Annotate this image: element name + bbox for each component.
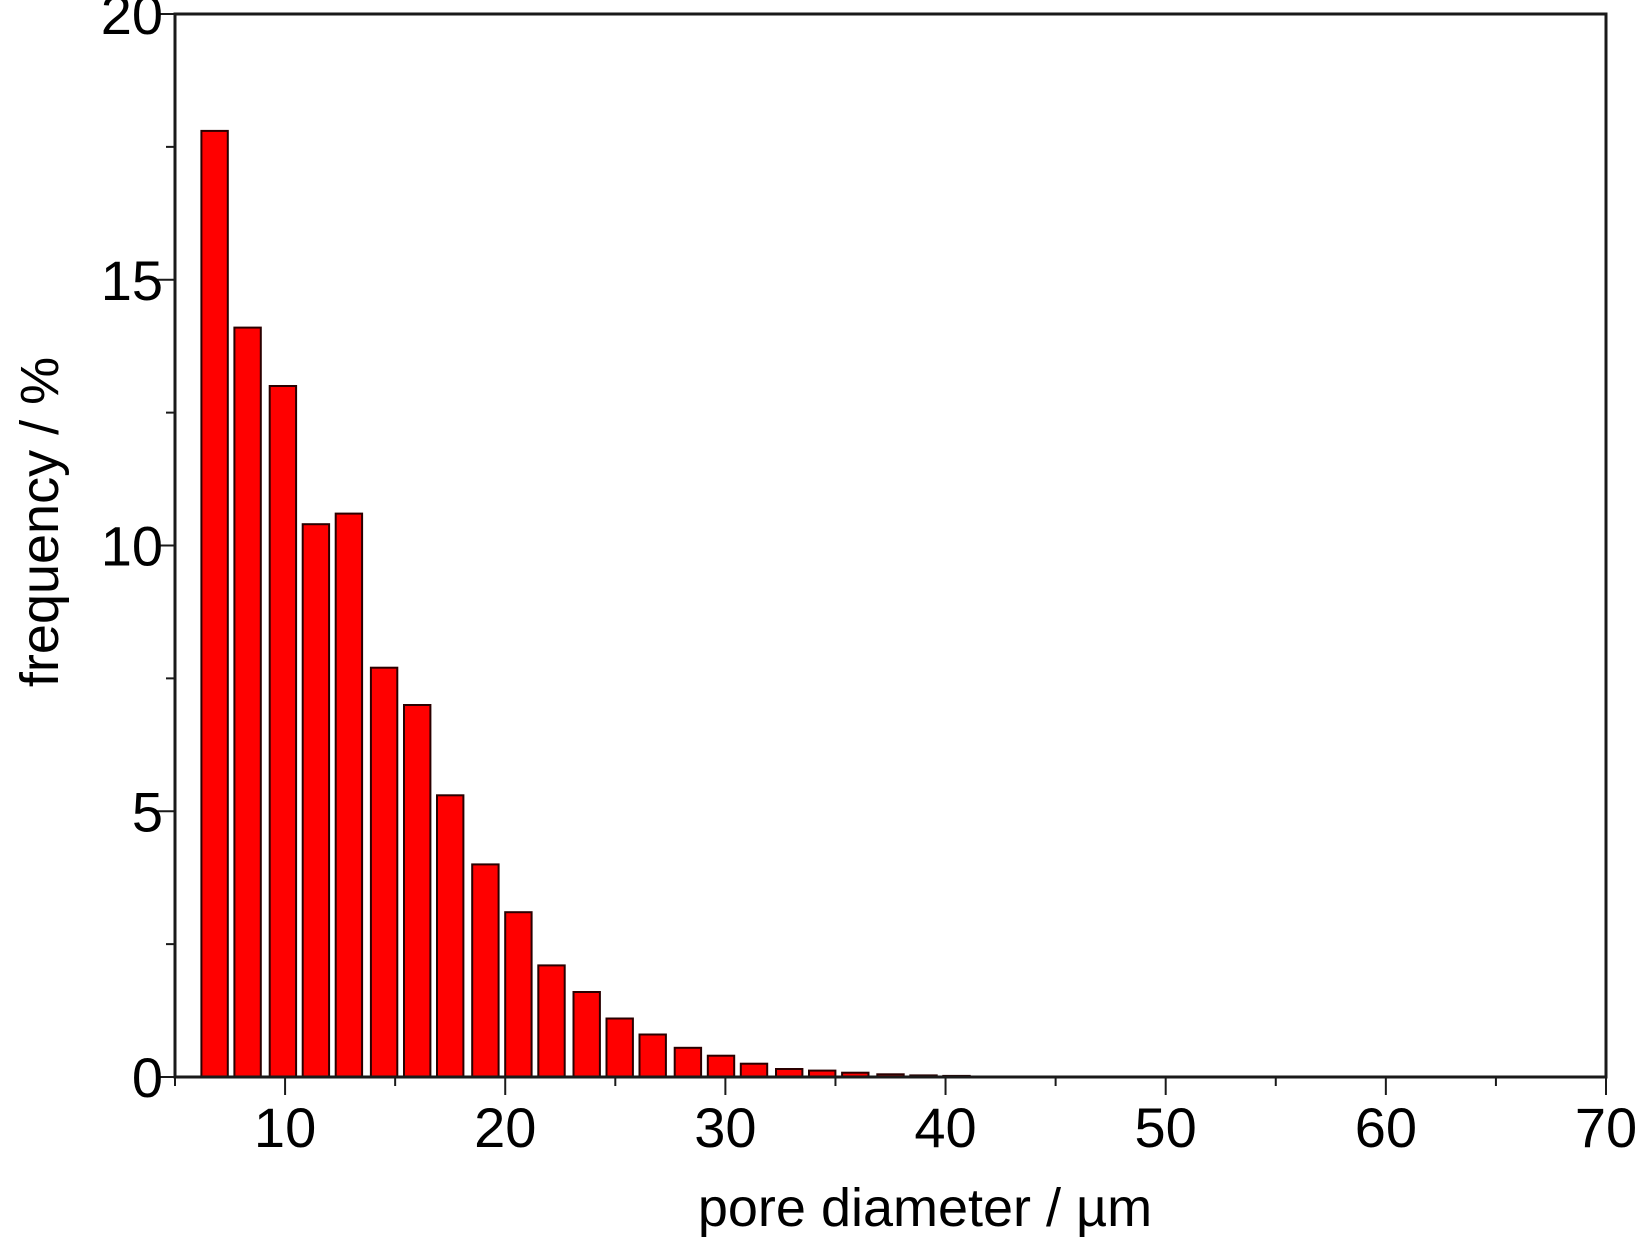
y-axis-title: frequency / % — [10, 357, 70, 687]
bar — [471, 863, 500, 1079]
y-tick-label: 5 — [132, 780, 163, 843]
bar — [739, 1062, 769, 1078]
bar — [436, 794, 465, 1078]
tick-labels-group: 10 20 30 40 50 60 70 0 5 10 15 20 — [101, 0, 1635, 1159]
y-tick-label: 0 — [132, 1046, 163, 1109]
x-tick-label: 60 — [1355, 1096, 1417, 1159]
plot-frame — [173, 12, 1608, 1079]
x-tick-label: 20 — [474, 1096, 536, 1159]
bar — [200, 129, 229, 1078]
bars-group — [200, 129, 971, 1079]
bar — [673, 1046, 703, 1079]
y-tick-label: 20 — [101, 0, 163, 46]
ticks-group — [157, 13, 1607, 1095]
y-tick-label: 15 — [101, 249, 163, 312]
bar — [369, 666, 399, 1078]
x-tick-label: 40 — [914, 1096, 976, 1159]
bar — [268, 385, 298, 1078]
bar — [706, 1054, 736, 1078]
bar — [504, 911, 533, 1079]
y-tick-label: 10 — [101, 515, 163, 578]
bar — [301, 523, 331, 1078]
bar — [638, 1033, 667, 1078]
x-tick-label: 10 — [254, 1096, 316, 1159]
x-tick-label: 50 — [1135, 1096, 1197, 1159]
x-tick-label: 70 — [1575, 1096, 1635, 1159]
bar — [233, 326, 262, 1079]
bar — [403, 704, 432, 1078]
bar — [572, 991, 601, 1078]
x-tick-label: 30 — [694, 1096, 756, 1159]
bar — [334, 512, 364, 1078]
bar — [537, 964, 566, 1079]
x-axis-title: pore diameter / µm — [698, 1178, 1152, 1238]
bar — [605, 1017, 634, 1078]
